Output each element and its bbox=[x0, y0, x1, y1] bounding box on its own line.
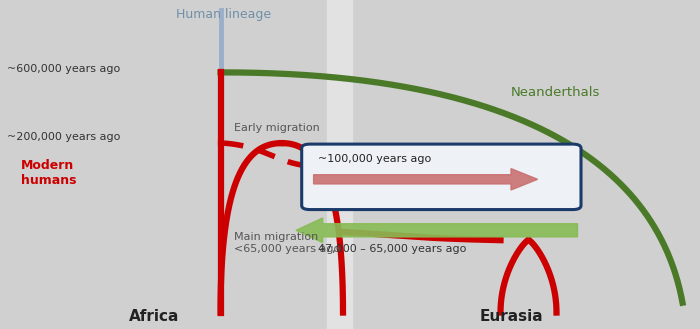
Bar bbox=[327, 0, 352, 329]
Text: Eurasia: Eurasia bbox=[480, 309, 542, 324]
FancyBboxPatch shape bbox=[302, 144, 581, 210]
FancyArrow shape bbox=[296, 218, 578, 243]
Text: ~100,000 years ago: ~100,000 years ago bbox=[318, 154, 432, 164]
Text: ~200,000 years ago: ~200,000 years ago bbox=[7, 132, 120, 141]
Text: Main migration
<65,000 years ago: Main migration <65,000 years ago bbox=[234, 232, 341, 254]
Text: ~600,000 years ago: ~600,000 years ago bbox=[7, 64, 120, 74]
Text: Early migration: Early migration bbox=[234, 123, 321, 133]
Text: Modern
humans: Modern humans bbox=[21, 159, 76, 187]
Text: Human lineage: Human lineage bbox=[176, 8, 272, 21]
Text: Africa: Africa bbox=[129, 309, 179, 324]
Text: Neanderthals: Neanderthals bbox=[511, 86, 601, 99]
Text: 47,000 – 65,000 years ago: 47,000 – 65,000 years ago bbox=[318, 244, 467, 254]
FancyArrow shape bbox=[314, 168, 538, 190]
